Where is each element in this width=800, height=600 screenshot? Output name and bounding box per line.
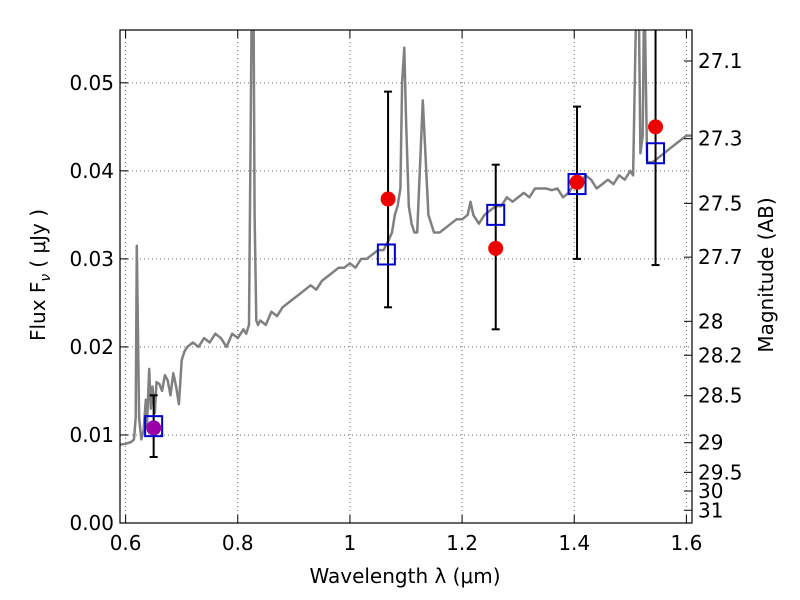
- y-axis-label-main: Flux F: [26, 282, 50, 341]
- y2-tick-label: 27.1: [698, 49, 743, 73]
- y2-tick-label: 29: [698, 431, 723, 455]
- x-ticks: 0.6 0.8 1 1.2 1.4 1.6: [110, 30, 702, 555]
- model-point: [486, 203, 506, 226]
- y-tick-label: 0.00: [69, 511, 114, 535]
- y-axis-label-unit: ( μJy ): [26, 209, 50, 268]
- x-tick-label: 0.8: [222, 531, 254, 555]
- observed-point: [488, 240, 504, 256]
- x-tick-label: 1.2: [446, 531, 478, 555]
- y2-tick-label: 31: [698, 498, 723, 522]
- y-tick-label: 0.02: [69, 335, 114, 359]
- y2-axis-label: Magnitude (AB): [754, 197, 778, 352]
- plot-frame: [119, 29, 693, 524]
- y-ticks: 0.00 0.01 0.02 0.03 0.04 0.05: [69, 71, 128, 535]
- x-tick-label: 1.4: [558, 531, 590, 555]
- y2-tick-label: 28.2: [698, 343, 743, 367]
- model-point: [646, 142, 666, 165]
- y2-tick-label: 29.5: [698, 460, 743, 484]
- spectrum-layer: [120, 30, 692, 446]
- observed-point: [648, 119, 664, 135]
- x-axis-label: Wavelength λ (μm): [309, 564, 500, 588]
- spectrum-line: [120, 30, 692, 446]
- observed-point: [569, 174, 585, 190]
- y-tick-label: 0.05: [69, 71, 114, 95]
- y2-tick-label: 30: [698, 479, 723, 503]
- model-point: [567, 173, 587, 196]
- y2-tick-label: 27.3: [698, 127, 743, 151]
- y-tick-label: 0.01: [69, 423, 114, 447]
- observed-point: [146, 420, 162, 436]
- model-point: [376, 243, 396, 266]
- model-point: [144, 415, 164, 438]
- x-tick-label: 0.6: [110, 531, 142, 555]
- y-tick-label: 0.04: [69, 159, 114, 183]
- y2-tick-label: 28.5: [698, 384, 743, 408]
- y-tick-label: 0.03: [69, 247, 114, 271]
- x-tick-label: 1: [344, 531, 357, 555]
- y-axis-label-sub: ν: [38, 274, 54, 282]
- y-axis-label: Flux Fν ( μJy ): [26, 209, 54, 341]
- model-squares: [144, 142, 666, 438]
- y2-tick-label: 28: [698, 309, 723, 333]
- y2-tick-label: 27.5: [698, 191, 743, 215]
- observed-point: [380, 191, 396, 207]
- y2-tick-label: 27.7: [698, 245, 743, 269]
- observed-points: [146, 119, 664, 436]
- x-tick-label: 1.6: [670, 531, 702, 555]
